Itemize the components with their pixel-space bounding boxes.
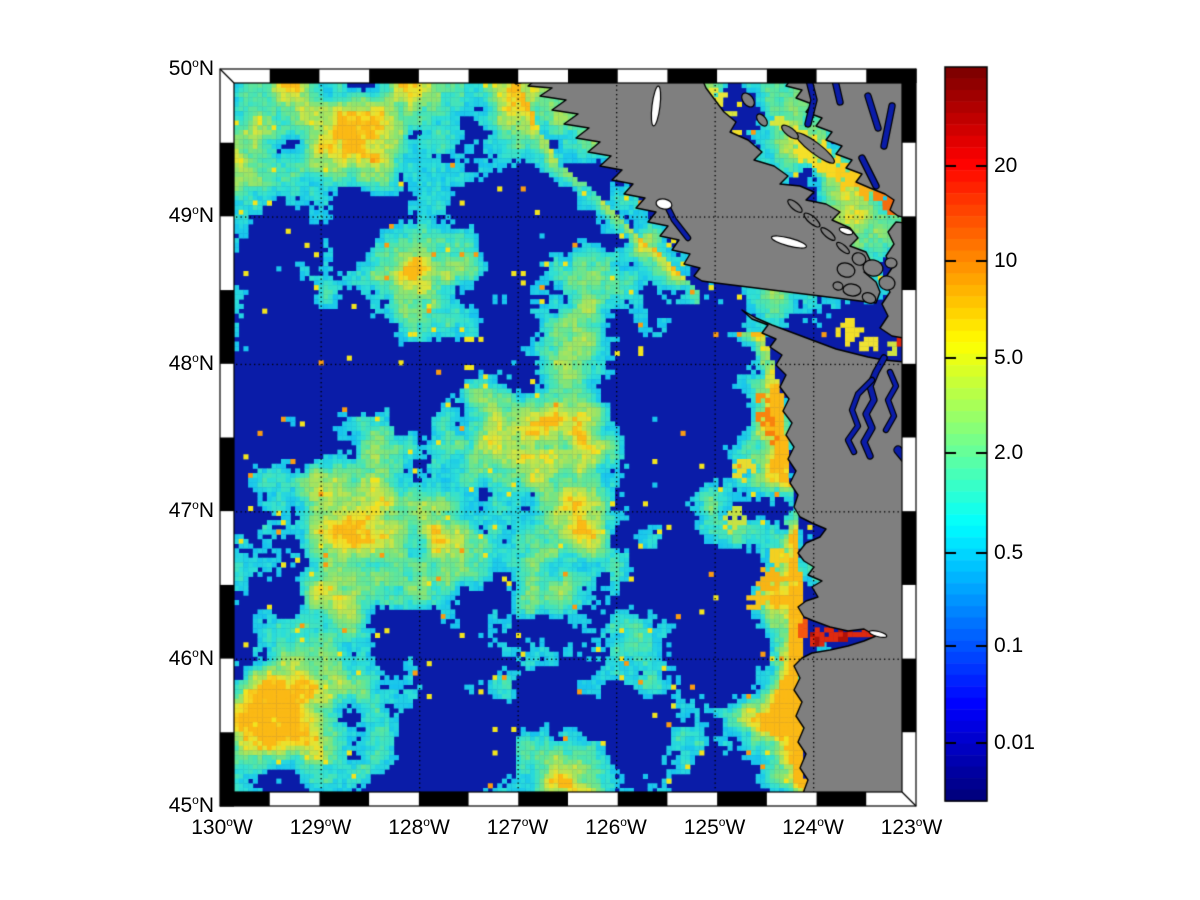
lat-tick-label: 46oN xyxy=(169,647,214,671)
lon-tick-label: 128oW xyxy=(388,816,450,840)
lon-tick-label: 125oW xyxy=(684,816,746,840)
lat-tick-label: 49oN xyxy=(169,204,214,228)
degree-symbol: o xyxy=(226,815,233,829)
lat-tick-hemisphere: N xyxy=(198,794,214,817)
lat-tick-hemisphere: N xyxy=(198,646,214,670)
lon-tick-value: 129 xyxy=(289,816,325,839)
lon-tick-label: 129oW xyxy=(290,816,352,840)
lon-tick-hemisphere: W xyxy=(528,816,549,839)
degree-symbol: o xyxy=(817,815,824,829)
lon-tick-label: 123oW xyxy=(881,816,943,840)
lon-tick-value: 124 xyxy=(782,816,818,839)
degree-symbol: o xyxy=(192,350,199,365)
degree-symbol: o xyxy=(192,56,199,70)
lon-tick-value: 127 xyxy=(486,816,522,839)
degree-symbol: o xyxy=(521,815,529,829)
lon-tick-hemisphere: W xyxy=(725,816,746,839)
lat-tick-value: 49 xyxy=(168,204,193,228)
lat-tick-value: 50 xyxy=(168,57,193,80)
lat-tick-value: 47 xyxy=(168,499,193,523)
lon-tick-label: 124oW xyxy=(782,816,844,840)
lon-tick-hemisphere: W xyxy=(626,816,647,839)
lat-tick-label: 45oN xyxy=(169,794,214,818)
lat-tick-hemisphere: N xyxy=(198,57,214,80)
lat-tick-hemisphere: N xyxy=(198,351,214,375)
degree-symbol: o xyxy=(192,498,199,513)
lon-tick-hemisphere: W xyxy=(823,816,844,839)
degree-symbol: o xyxy=(915,815,923,829)
lon-tick-label: 126oW xyxy=(585,816,647,840)
lon-tick-label: 127oW xyxy=(487,816,549,840)
lat-tick-label: 47oN xyxy=(169,499,214,523)
lon-tick-hemisphere: W xyxy=(922,816,943,839)
colorbar-tick-label: 10 xyxy=(994,249,1018,272)
colorbar-tick-label: 20 xyxy=(994,154,1018,177)
lat-tick-value: 46 xyxy=(168,646,193,670)
colorbar-tick-label: 0.01 xyxy=(994,731,1035,754)
lon-tick-label: 130oW xyxy=(191,816,253,840)
degree-symbol: o xyxy=(423,815,430,829)
lon-tick-hemisphere: W xyxy=(429,816,450,839)
colorbar-tick-label: 2.0 xyxy=(994,441,1024,464)
degree-symbol: o xyxy=(620,815,627,829)
colorbar-tick-label: 0.1 xyxy=(994,634,1024,657)
lon-tick-value: 128 xyxy=(388,816,424,839)
degree-symbol: o xyxy=(718,815,726,829)
lat-tick-value: 48 xyxy=(168,351,193,375)
lon-tick-value: 130 xyxy=(191,816,227,839)
lon-tick-value: 123 xyxy=(880,816,916,839)
degree-symbol: o xyxy=(324,815,332,829)
lat-tick-label: 48oN xyxy=(169,352,214,376)
lon-tick-hemisphere: W xyxy=(232,816,253,839)
lon-tick-value: 125 xyxy=(683,816,719,839)
degree-symbol: o xyxy=(192,645,199,660)
colorbar-tick-label: 5.0 xyxy=(994,346,1024,369)
colorbar-tick-label: 0.5 xyxy=(994,541,1024,564)
lat-tick-label: 50oN xyxy=(169,57,214,81)
lon-tick-value: 126 xyxy=(585,816,621,839)
lat-tick-hemisphere: N xyxy=(198,499,214,523)
degree-symbol: o xyxy=(192,203,199,218)
lat-tick-value: 45 xyxy=(168,794,193,817)
degree-symbol: o xyxy=(192,793,199,807)
lat-tick-hemisphere: N xyxy=(198,204,214,228)
lon-tick-hemisphere: W xyxy=(331,816,352,839)
